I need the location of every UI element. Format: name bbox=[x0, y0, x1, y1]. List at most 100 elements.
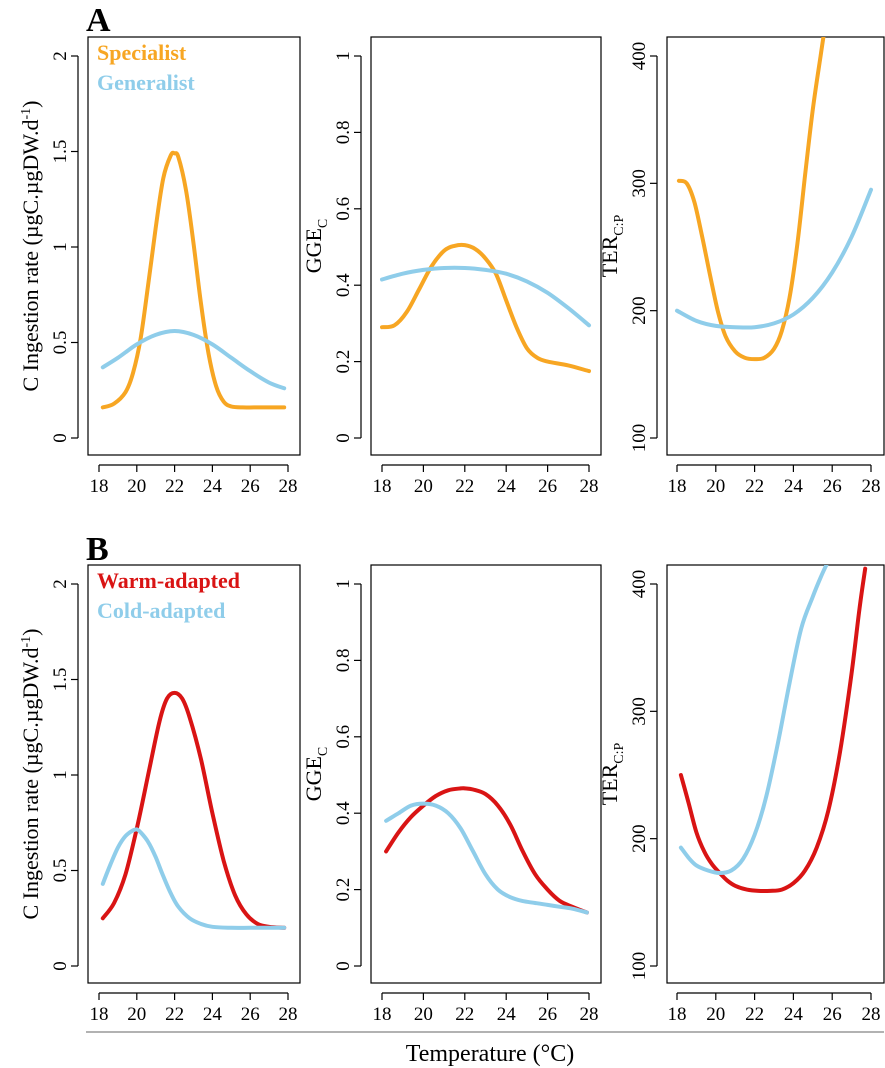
x-tick-label: 28 bbox=[862, 1004, 881, 1025]
x-tick-label: 20 bbox=[127, 1004, 146, 1025]
y-axis-label: C Ingestion rate (µgC.µgDW.d-1) bbox=[18, 628, 43, 919]
x-tick-label: 18 bbox=[90, 476, 109, 497]
series-group bbox=[678, 565, 868, 894]
chart-panel-a3: 18 20 22 24 26 28 100 200 300 400 TERC:P bbox=[597, 36, 885, 497]
y-tick-label: 1 bbox=[50, 770, 71, 780]
legend-entry-generalist: Generalist bbox=[97, 70, 195, 95]
y-tick-label: 1 bbox=[333, 51, 354, 61]
x-tick-label: 18 bbox=[90, 1004, 109, 1025]
y-tick-label: 1.5 bbox=[50, 668, 71, 692]
x-tick-label: 28 bbox=[862, 476, 881, 497]
x-tick-label: 26 bbox=[538, 1004, 557, 1025]
x-tick-label: 28 bbox=[279, 476, 298, 497]
chart-panel-b2: 18 20 22 24 26 28 0 0.2 0.4 0.6 0.8 1 GGEC bbox=[301, 564, 602, 1025]
x-tick-label: 24 bbox=[203, 476, 223, 497]
y-tick-label: 0.2 bbox=[333, 350, 354, 374]
series-line-warm-adapted bbox=[678, 566, 868, 894]
panel-letter-a: A bbox=[86, 2, 111, 39]
series-line-generalist bbox=[380, 265, 591, 328]
series-line-warm-adapted bbox=[384, 786, 589, 915]
y-tick-label: 0 bbox=[333, 433, 354, 443]
series-group bbox=[100, 690, 287, 930]
y-tick-label: 0.8 bbox=[333, 121, 354, 145]
y-tick-label: 0.6 bbox=[333, 725, 354, 749]
legend-entry-cold-adapted: Cold-adapted bbox=[97, 598, 225, 623]
plot-frame bbox=[370, 564, 602, 984]
x-tick-label: 18 bbox=[668, 476, 687, 497]
series-group bbox=[675, 37, 873, 362]
y-tick-label: 400 bbox=[629, 570, 650, 599]
x-tick-label: 22 bbox=[165, 476, 184, 497]
x-tick-label: 22 bbox=[745, 1004, 764, 1025]
y-tick-label: 1 bbox=[333, 579, 354, 589]
y-tick-label: 300 bbox=[629, 169, 650, 198]
y-tick-label: 1 bbox=[50, 242, 71, 252]
series-group bbox=[380, 242, 591, 374]
y-axis-label: GGEC bbox=[301, 219, 331, 274]
plot-frame bbox=[666, 564, 885, 984]
x-tick-label: 26 bbox=[823, 476, 842, 497]
x-tick-label: 26 bbox=[241, 1004, 260, 1025]
x-tick-label: 22 bbox=[745, 476, 764, 497]
x-tick-label: 26 bbox=[823, 1004, 842, 1025]
panel-letter-b: B bbox=[86, 531, 109, 568]
x-tick-label: 26 bbox=[241, 476, 260, 497]
plot-frame bbox=[87, 36, 301, 456]
chart-panel-a2: 18 20 22 24 26 28 0 0.2 0.4 0.6 0.8 1 GGEC bbox=[301, 36, 602, 497]
x-tick-label: 18 bbox=[373, 1004, 392, 1025]
y-tick-label: 100 bbox=[629, 952, 650, 981]
x-tick-label: 22 bbox=[455, 476, 474, 497]
x-tick-label: 22 bbox=[165, 1004, 184, 1025]
series-line-cold-adapted bbox=[678, 565, 829, 875]
series-line-specialist bbox=[100, 150, 287, 410]
series-line-generalist bbox=[675, 187, 873, 330]
x-tick-label: 24 bbox=[203, 1004, 223, 1025]
series-line-generalist bbox=[100, 329, 287, 391]
y-tick-label: 100 bbox=[629, 424, 650, 453]
y-axis-label: TERC:P bbox=[597, 214, 627, 277]
plot-frame bbox=[87, 564, 301, 984]
x-tick-label: 24 bbox=[497, 476, 517, 497]
y-tick-label: 200 bbox=[629, 296, 650, 325]
y-tick-label: 200 bbox=[629, 824, 650, 853]
series-line-cold-adapted bbox=[100, 827, 287, 930]
y-axis-label: TERC:P bbox=[597, 742, 627, 805]
series-line-specialist bbox=[676, 37, 826, 362]
y-tick-label: 0.2 bbox=[333, 878, 354, 902]
y-tick-label: 0.4 bbox=[333, 801, 354, 825]
plot-frame bbox=[666, 36, 885, 456]
x-tick-label: 18 bbox=[668, 1004, 687, 1025]
plot-frame bbox=[370, 36, 602, 456]
y-tick-label: 0.5 bbox=[50, 859, 71, 883]
x-tick-label: 20 bbox=[127, 476, 146, 497]
y-tick-label: 1.5 bbox=[50, 140, 71, 164]
y-tick-label: 300 bbox=[629, 697, 650, 726]
y-tick-label: 0 bbox=[333, 961, 354, 971]
y-tick-label: 0 bbox=[50, 961, 71, 971]
chart-panel-a1: 18 20 22 24 26 28 0 0.5 1 1.5 2 C Ingestion rate (µ… bbox=[18, 36, 301, 497]
y-tick-label: 0.6 bbox=[333, 197, 354, 221]
x-tick-label: 24 bbox=[497, 1004, 517, 1025]
y-tick-label: 0.8 bbox=[333, 649, 354, 673]
x-tick-label: 20 bbox=[414, 476, 433, 497]
series-group bbox=[384, 786, 589, 915]
x-tick-label: 24 bbox=[784, 476, 804, 497]
x-tick-label: 28 bbox=[580, 1004, 599, 1025]
y-tick-label: 0.4 bbox=[333, 273, 354, 297]
y-axis-label: GGEC bbox=[301, 747, 331, 802]
x-tick-label: 20 bbox=[706, 476, 725, 497]
series-line-cold-adapted bbox=[384, 801, 589, 915]
y-tick-label: 2 bbox=[50, 579, 71, 589]
y-tick-label: 400 bbox=[629, 42, 650, 71]
shared-xlabel: Temperature (°C) bbox=[406, 1041, 575, 1067]
y-tick-label: 2 bbox=[50, 51, 71, 61]
x-tick-label: 28 bbox=[279, 1004, 298, 1025]
x-tick-label: 22 bbox=[455, 1004, 474, 1025]
x-tick-label: 24 bbox=[784, 1004, 804, 1025]
x-tick-label: 20 bbox=[414, 1004, 433, 1025]
x-tick-label: 28 bbox=[580, 476, 599, 497]
x-tick-label: 18 bbox=[373, 476, 392, 497]
x-tick-label: 20 bbox=[706, 1004, 725, 1025]
